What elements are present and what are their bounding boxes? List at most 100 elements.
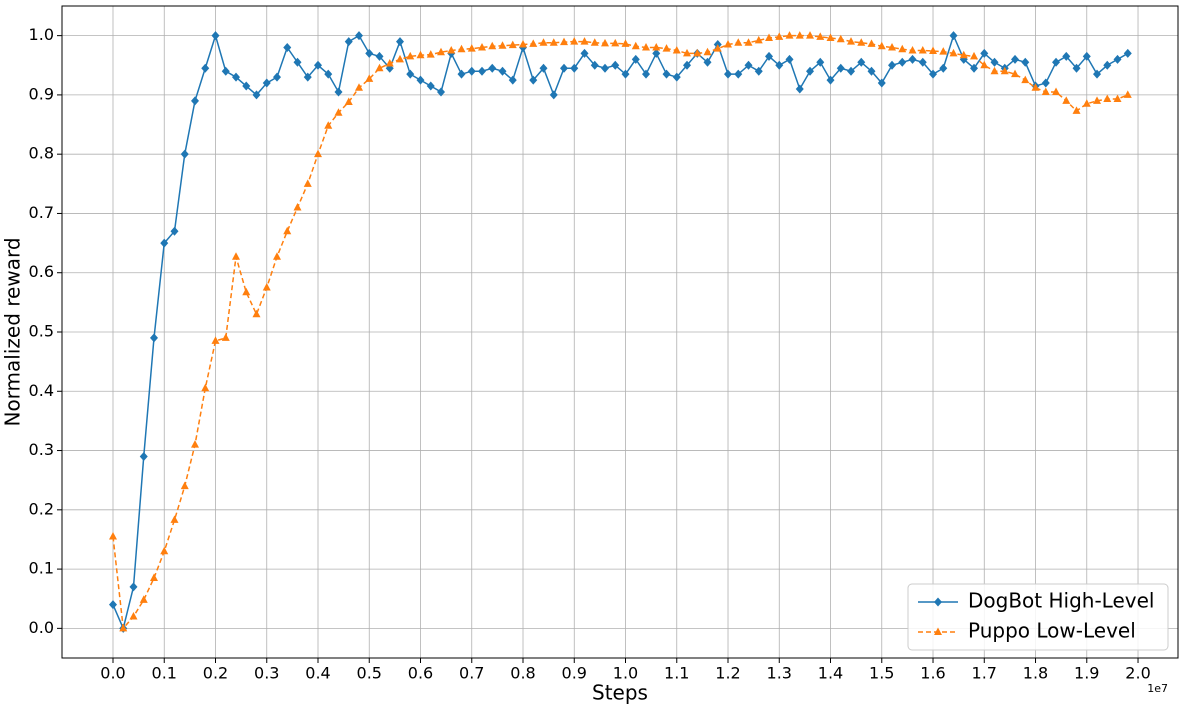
marker <box>457 44 466 53</box>
marker <box>672 45 681 54</box>
series-line <box>112 33 1129 631</box>
marker <box>754 35 763 44</box>
x-tick-label: 1.5 <box>869 664 894 683</box>
marker <box>365 48 374 58</box>
marker <box>775 32 784 40</box>
marker <box>765 51 774 61</box>
marker <box>1103 60 1112 70</box>
marker <box>785 31 794 39</box>
x-tick-label: 0.8 <box>510 664 535 683</box>
marker <box>242 287 251 296</box>
marker <box>877 78 886 88</box>
marker <box>754 66 763 76</box>
marker <box>160 546 169 555</box>
marker <box>201 63 210 73</box>
marker <box>765 33 774 42</box>
y-tick-label: 0.1 <box>29 559 54 578</box>
marker <box>344 97 353 106</box>
marker <box>652 48 661 58</box>
x-tick-label: 0.9 <box>562 664 587 683</box>
marker <box>1123 90 1132 98</box>
marker <box>437 87 446 97</box>
marker <box>1062 51 1071 61</box>
marker <box>785 54 794 64</box>
marker <box>1052 57 1061 67</box>
marker <box>396 54 405 63</box>
marker <box>149 333 158 343</box>
marker <box>939 63 948 73</box>
marker <box>529 75 538 85</box>
x-tick-label: 1.4 <box>818 664 843 683</box>
marker <box>1000 66 1009 75</box>
x-tick-label: 1.9 <box>1074 664 1099 683</box>
marker <box>929 69 938 79</box>
marker <box>180 149 189 159</box>
marker <box>160 238 169 248</box>
marker <box>508 40 517 49</box>
marker <box>744 60 753 70</box>
marker <box>252 309 261 318</box>
legend: DogBot High-Level Puppo Low-Level <box>907 583 1169 651</box>
marker <box>426 50 435 58</box>
series-line <box>112 34 1129 631</box>
marker <box>498 41 507 49</box>
marker <box>406 51 415 60</box>
marker <box>959 50 968 59</box>
y-tick-label: 0.5 <box>29 322 54 341</box>
x-tick-label: 0.0 <box>100 664 125 683</box>
marker <box>283 226 292 235</box>
marker <box>139 595 148 603</box>
x-tick-label: 1.0 <box>613 664 638 683</box>
marker <box>867 66 876 76</box>
x-tick-label: 1.3 <box>767 664 792 683</box>
marker <box>590 38 599 46</box>
marker <box>416 75 425 85</box>
marker <box>375 63 384 72</box>
marker <box>934 627 942 635</box>
marker <box>1041 78 1050 88</box>
marker <box>426 81 435 91</box>
marker <box>129 582 138 592</box>
marker <box>724 40 733 48</box>
marker <box>467 66 476 76</box>
marker <box>898 57 907 67</box>
marker <box>908 45 917 54</box>
marker <box>888 60 897 70</box>
marker <box>847 37 856 45</box>
marker <box>549 90 558 100</box>
marker <box>211 31 220 41</box>
legend-label: Puppo Low-Level <box>968 619 1136 643</box>
marker <box>1021 57 1030 67</box>
marker <box>826 75 835 85</box>
marker <box>806 66 815 76</box>
marker <box>303 72 312 82</box>
x-tick-label: 1.7 <box>972 664 997 683</box>
marker <box>560 37 569 46</box>
marker <box>170 515 179 523</box>
x-tick-label: 0.3 <box>254 664 279 683</box>
y-tick-label: 0.2 <box>29 499 54 518</box>
marker <box>1072 106 1081 114</box>
marker <box>1093 69 1102 79</box>
marker <box>170 226 179 236</box>
marker <box>949 48 958 57</box>
marker <box>836 34 845 43</box>
marker <box>888 42 897 51</box>
marker <box>611 60 620 70</box>
marker <box>1103 94 1112 103</box>
marker <box>580 48 589 58</box>
marker <box>724 69 733 79</box>
marker <box>519 40 528 48</box>
plot-frame <box>61 5 1179 659</box>
marker <box>1093 96 1102 104</box>
marker <box>918 45 927 54</box>
marker <box>1011 69 1020 78</box>
marker <box>139 451 148 461</box>
marker <box>529 39 538 47</box>
marker <box>816 57 825 67</box>
marker <box>980 60 989 69</box>
marker <box>816 32 825 40</box>
marker <box>190 96 199 106</box>
x-tick-label: 0.5 <box>357 664 382 683</box>
marker <box>590 60 599 70</box>
